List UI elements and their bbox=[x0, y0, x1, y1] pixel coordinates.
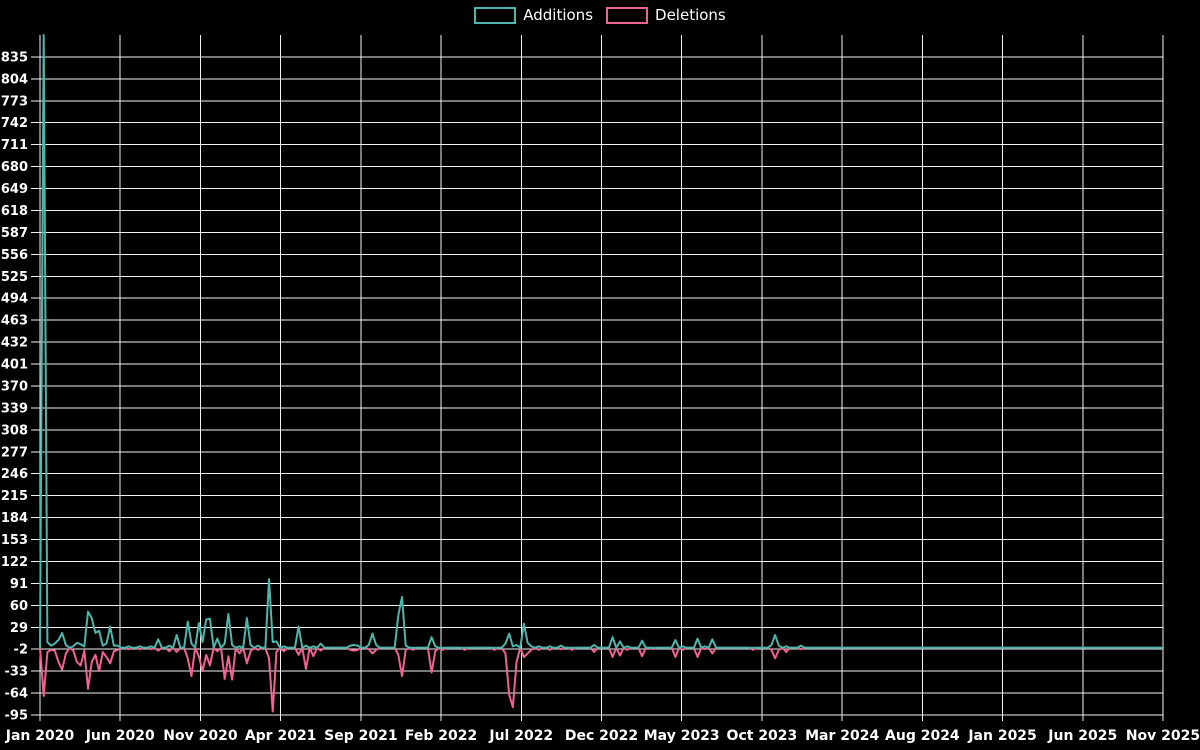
additions-swatch-icon bbox=[474, 7, 517, 24]
y-tick-label: 463 bbox=[1, 314, 28, 329]
y-tick-label: 91 bbox=[10, 577, 28, 592]
y-tick-label: 215 bbox=[1, 489, 28, 504]
x-tick-label: Oct 2023 bbox=[727, 728, 798, 744]
y-tick-label: -2 bbox=[14, 643, 28, 658]
y-tick-label: 556 bbox=[1, 248, 28, 263]
y-tick-label: -64 bbox=[5, 687, 29, 702]
x-tick-label: Dec 2022 bbox=[565, 728, 638, 744]
chart-legend: Additions Deletions bbox=[0, 7, 1200, 24]
y-tick-label: 60 bbox=[10, 599, 28, 614]
y-tick-label: 804 bbox=[1, 72, 28, 87]
legend-item-additions[interactable]: Additions bbox=[474, 7, 593, 24]
y-tick-label: 339 bbox=[1, 401, 28, 416]
y-tick-label: 122 bbox=[1, 555, 28, 570]
x-tick-label: Feb 2022 bbox=[405, 728, 477, 744]
x-tick-label: Nov 2020 bbox=[163, 728, 238, 744]
x-tick-label: Sep 2021 bbox=[324, 728, 397, 744]
x-tick-label: Jun 2020 bbox=[85, 728, 155, 744]
x-tick-label: Jul 2022 bbox=[488, 728, 553, 744]
y-tick-label: 370 bbox=[1, 379, 28, 394]
x-tick-label: Aug 2024 bbox=[885, 728, 960, 744]
y-tick-label: 29 bbox=[10, 621, 28, 636]
y-tick-label: 246 bbox=[1, 467, 28, 482]
y-tick-label: 835 bbox=[1, 50, 28, 65]
additions-line[interactable] bbox=[39, 34, 1164, 649]
legend-item-deletions[interactable]: Deletions bbox=[606, 7, 726, 24]
y-tick-label: -95 bbox=[5, 709, 29, 724]
y-tick-label: 432 bbox=[1, 336, 28, 351]
y-tick-label: 649 bbox=[1, 182, 28, 197]
y-tick-label: 525 bbox=[1, 270, 28, 285]
y-tick-label: 742 bbox=[1, 116, 28, 131]
y-tick-label: 680 bbox=[1, 160, 28, 175]
y-tick-label: 184 bbox=[1, 511, 28, 526]
x-tick-label: Jun 2025 bbox=[1047, 728, 1117, 744]
y-tick-label: 711 bbox=[1, 138, 28, 153]
x-tick-label: Apr 2021 bbox=[245, 728, 317, 744]
x-tick-label: Jan 2020 bbox=[5, 728, 75, 744]
y-tick-label: 277 bbox=[1, 445, 28, 460]
deletions-swatch-icon bbox=[606, 7, 649, 24]
y-tick-label: 587 bbox=[1, 226, 28, 241]
x-tick-label: Jan 2025 bbox=[967, 728, 1036, 744]
y-tick-label: 308 bbox=[1, 423, 28, 438]
y-tick-label: 494 bbox=[1, 292, 28, 307]
x-tick-label: May 2023 bbox=[644, 728, 720, 744]
y-tick-label: -33 bbox=[5, 665, 29, 680]
y-tick-label: 153 bbox=[1, 533, 28, 548]
legend-label-deletions: Deletions bbox=[655, 6, 726, 24]
y-tick-label: 401 bbox=[1, 358, 28, 373]
y-tick-label: 618 bbox=[1, 204, 28, 219]
x-tick-label: Nov 2025 bbox=[1126, 728, 1200, 744]
legend-label-additions: Additions bbox=[523, 6, 594, 24]
y-tick-label: 773 bbox=[1, 94, 28, 109]
x-tick-label: Mar 2024 bbox=[805, 728, 879, 744]
